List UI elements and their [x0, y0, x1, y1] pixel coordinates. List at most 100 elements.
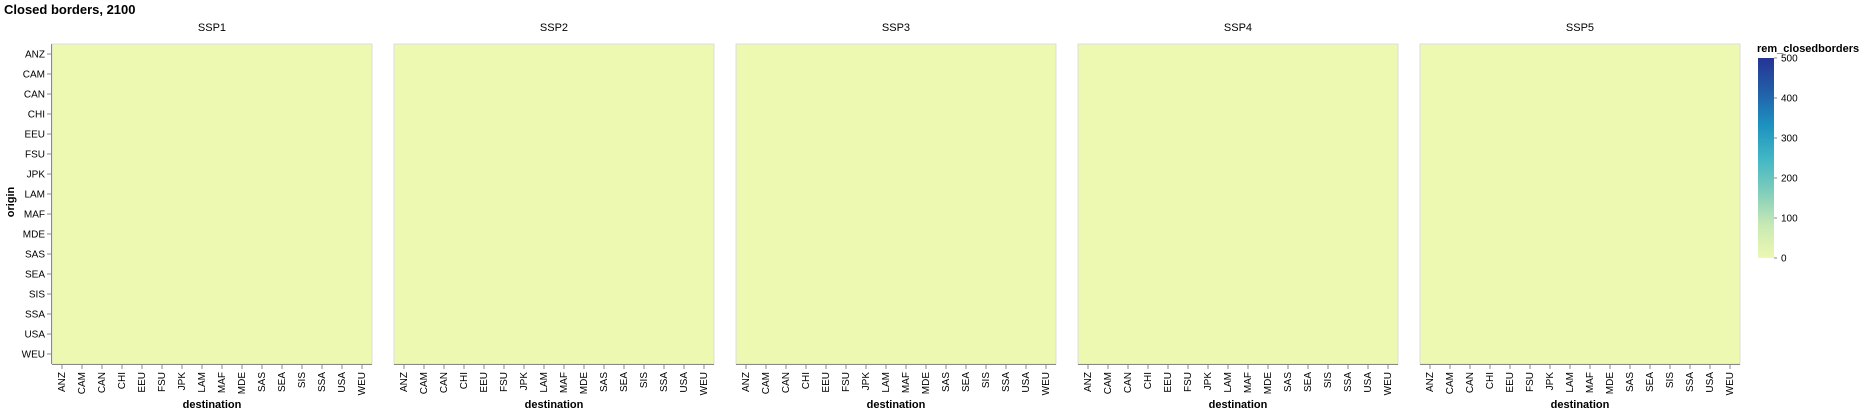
- heatmap-cell: [112, 124, 132, 144]
- heatmap-cell: [1640, 124, 1660, 144]
- heatmap-cell: [1520, 44, 1540, 64]
- heatmap-cell: [674, 144, 694, 164]
- heatmap-cell: [1720, 124, 1740, 144]
- heatmap-cell: [252, 44, 272, 64]
- x-tick-label: SSA: [317, 372, 328, 392]
- x-tick-label: JPK: [1545, 372, 1556, 391]
- heatmap-cell: [1158, 104, 1178, 124]
- heatmap-cell: [1318, 164, 1338, 184]
- heatmap-cell: [394, 84, 414, 104]
- heatmap-cell: [292, 184, 312, 204]
- y-tick-label: MAF: [24, 210, 45, 221]
- heatmap-cell: [1540, 184, 1560, 204]
- heatmap-cell: [654, 44, 674, 64]
- heatmap-cell: [1700, 104, 1720, 124]
- heatmap-cell: [514, 244, 534, 264]
- heatmap-cell: [272, 64, 292, 84]
- heatmap-cell: [1700, 44, 1720, 64]
- heatmap-cell: [1640, 44, 1660, 64]
- heatmap-cell: [494, 264, 514, 284]
- heatmap-cell: [996, 204, 1016, 224]
- heatmap-cell: [514, 184, 534, 204]
- heatmap-cell: [1378, 344, 1398, 364]
- heatmap-cell: [1036, 204, 1056, 224]
- heatmap-cell: [394, 164, 414, 184]
- heatmap-cell: [836, 324, 856, 344]
- heatmap-cell: [212, 344, 232, 364]
- heatmap-cell: [1440, 284, 1460, 304]
- heatmap-cell: [694, 264, 714, 284]
- heatmap-cell: [72, 204, 92, 224]
- heatmap-cell: [1680, 164, 1700, 184]
- heatmap-cell: [574, 244, 594, 264]
- heatmap-cell: [534, 184, 554, 204]
- heatmap-cell: [92, 184, 112, 204]
- heatmap-cell: [52, 244, 72, 264]
- heatmap-cell: [614, 184, 634, 204]
- heatmap-cell: [172, 244, 192, 264]
- heatmap-cell: [1016, 304, 1036, 324]
- heatmap-cell: [936, 144, 956, 164]
- heatmap-cell: [1440, 164, 1460, 184]
- x-tick-label: SSA: [1001, 372, 1012, 392]
- heatmap-cell: [1238, 64, 1258, 84]
- heatmap-cell: [252, 144, 272, 164]
- heatmap-cell: [1600, 324, 1620, 344]
- heatmap-cell: [816, 84, 836, 104]
- heatmap-cell: [1078, 324, 1098, 344]
- heatmap-cell: [574, 304, 594, 324]
- heatmap-cell: [936, 124, 956, 144]
- heatmap-cell: [172, 284, 192, 304]
- heatmap-cell: [494, 104, 514, 124]
- heatmap-cell: [1460, 84, 1480, 104]
- heatmap-cell: [996, 264, 1016, 284]
- x-tick-label: USA: [1705, 372, 1716, 393]
- x-tick-label: MAF: [1243, 372, 1254, 393]
- heatmap-cell: [1218, 124, 1238, 144]
- heatmap-cell: [654, 344, 674, 364]
- heatmap-cell: [1540, 164, 1560, 184]
- heatmap-cell: [956, 144, 976, 164]
- heatmap-cell: [1378, 144, 1398, 164]
- heatmap-cell: [1358, 164, 1378, 184]
- heatmap-cell: [654, 104, 674, 124]
- x-tick-label: CHI: [1485, 372, 1496, 389]
- heatmap-cell: [634, 84, 654, 104]
- x-tick-label: CAM: [77, 372, 88, 394]
- heatmap-cell: [332, 144, 352, 164]
- heatmap-cell: [1218, 184, 1238, 204]
- heatmap-cell: [52, 284, 72, 304]
- heatmap-cell: [1016, 104, 1036, 124]
- heatmap-cell: [1098, 324, 1118, 344]
- heatmap-cell: [252, 164, 272, 184]
- heatmap-cell: [1358, 244, 1378, 264]
- heatmap-cell: [976, 44, 996, 64]
- heatmap-cell: [916, 244, 936, 264]
- heatmap-cell: [92, 204, 112, 224]
- heatmap-cell: [594, 284, 614, 304]
- heatmap-cell: [594, 264, 614, 284]
- heatmap-cell: [736, 224, 756, 244]
- heatmap-cell: [1178, 144, 1198, 164]
- heatmap-cell: [514, 164, 534, 184]
- heatmap-cell: [352, 304, 372, 324]
- heatmap-cell: [1278, 144, 1298, 164]
- heatmap-cell: [756, 264, 776, 284]
- heatmap-cell: [1258, 124, 1278, 144]
- heatmap-cell: [1078, 164, 1098, 184]
- heatmap-cell: [976, 244, 996, 264]
- x-tick-label: JPK: [1203, 372, 1214, 391]
- heatmap-cell: [172, 44, 192, 64]
- heatmap-cell: [1420, 344, 1440, 364]
- heatmap-cell: [52, 164, 72, 184]
- heatmap-cell: [1338, 304, 1358, 324]
- facet-panel-ssp4: SSP4 ANZ CAM CAN CHI EEU FSU JPK LAM MAF MDE SAS SEA…: [1077, 22, 1399, 411]
- heatmap-cell: [1500, 344, 1520, 364]
- heatmap-cell: [494, 344, 514, 364]
- heatmap-cell: [272, 284, 292, 304]
- heatmap-cell: [132, 224, 152, 244]
- heatmap-cell: [694, 184, 714, 204]
- heatmap-cell: [816, 244, 836, 264]
- heatmap-cell: [212, 304, 232, 324]
- heatmap-cell: [674, 204, 694, 224]
